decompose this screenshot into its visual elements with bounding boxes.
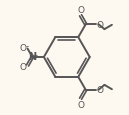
Text: O: O: [77, 100, 84, 109]
Text: O: O: [97, 21, 104, 29]
Text: O: O: [97, 86, 104, 94]
Text: O: O: [19, 44, 26, 53]
Text: O: O: [77, 6, 84, 15]
Text: +: +: [31, 51, 38, 60]
Text: -: -: [26, 42, 29, 51]
Text: N: N: [28, 52, 37, 62]
Text: O: O: [19, 62, 26, 71]
